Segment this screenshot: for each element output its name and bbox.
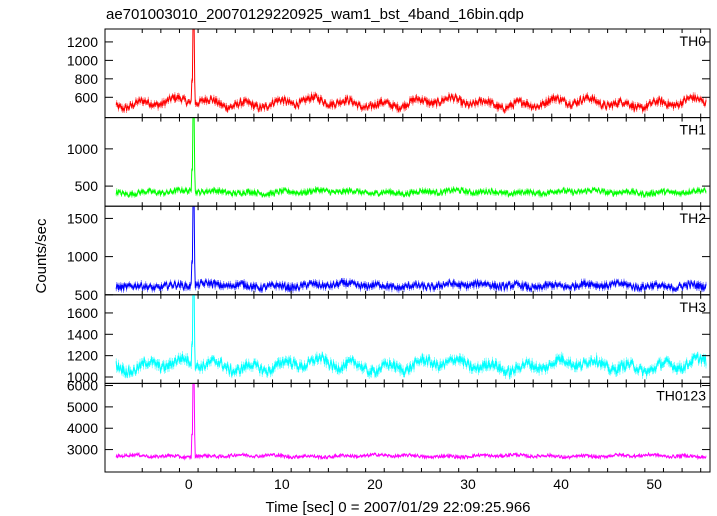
panel-frame: [104, 382, 711, 473]
panel-th3: 1000 1200 1400 1600 TH3: [67, 294, 711, 385]
y-tick-label: 5000: [67, 399, 98, 415]
series-line-th1: [115, 117, 707, 198]
panel-th0: 600 800 1000 1200 TH0: [67, 28, 711, 119]
y-axis-label: Counts/sec: [33, 218, 50, 294]
series-line-th2: [115, 206, 707, 292]
panel-label-th3: TH3: [680, 299, 707, 315]
y-tick-label: 800: [75, 71, 99, 87]
y-tick-label: 1200: [67, 34, 98, 50]
x-tick-label: 40: [553, 476, 569, 492]
y-tick-label: 1000: [67, 141, 98, 157]
error-bars-th0123: [115, 433, 707, 460]
series-group-th3: [115, 294, 707, 380]
error-bars-th1: [115, 168, 707, 198]
panel-th0123: 3000 4000 5000 6000 TH0123: [67, 378, 711, 473]
y-tick-label: 1000: [67, 249, 98, 265]
series-line-th0: [115, 29, 707, 113]
x-axis-label: Time [sec] 0 = 2007/01/29 22:09:25.966: [265, 499, 530, 516]
panel-label-th0: TH0: [680, 33, 707, 49]
y-tick-label: 1200: [67, 348, 98, 364]
series-group-th2: [115, 206, 707, 294]
series-line-th3: [115, 294, 707, 378]
y-tick-label: 1000: [67, 52, 98, 68]
y-tick-label: 1000: [67, 369, 98, 385]
x-tick-label: 30: [460, 476, 476, 492]
x-tick-label: 50: [646, 476, 662, 492]
y-tick-label: 3000: [67, 442, 98, 458]
y-tick-label: 1500: [67, 210, 98, 226]
y-tick-label: 500: [75, 178, 99, 194]
y-tick-label: 500: [75, 287, 99, 303]
panel-th2: 500 1000 1500 TH2: [67, 205, 711, 303]
panel-th1: 500 1000 TH1: [67, 117, 711, 207]
x-tick-label: 10: [274, 476, 290, 492]
series-group-th0123: [115, 383, 707, 461]
error-bars-th2: [115, 260, 707, 294]
y-tick-label: 1400: [67, 326, 98, 342]
panel-label-th0123: TH0123: [656, 387, 706, 403]
y-tick-label: 6000: [67, 378, 98, 394]
series-group-th0: [115, 29, 707, 114]
panel-label-th1: TH1: [680, 122, 707, 138]
chart-title: ae701003010_20070129220925_wam1_bst_4ban…: [106, 6, 524, 23]
series-group-th1: [115, 117, 707, 198]
y-tick-label: 1600: [67, 305, 98, 321]
x-tick-label: 20: [367, 476, 383, 492]
panel-label-th2: TH2: [680, 210, 707, 226]
y-tick-label: 600: [75, 89, 99, 105]
y-tick-label: 4000: [67, 420, 98, 436]
x-tick-label: 0: [185, 476, 193, 492]
series-line-th0123: [115, 383, 707, 461]
